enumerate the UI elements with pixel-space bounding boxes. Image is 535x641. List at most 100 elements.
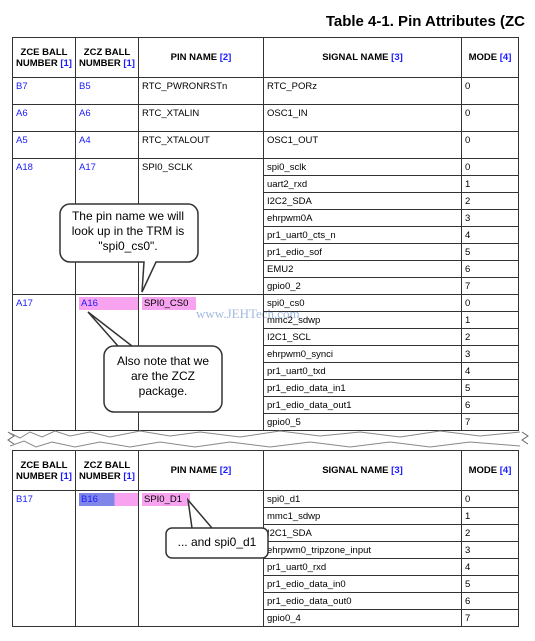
- header-ref: [1]: [60, 470, 72, 482]
- mode: 4: [461, 558, 519, 576]
- zce-ball: A18: [16, 162, 33, 173]
- header-ref: [1]: [123, 57, 135, 69]
- pin-name: SPI0_SCLK: [142, 162, 193, 173]
- header-label: PIN NAME [2]: [171, 465, 232, 476]
- zcz-ball: A17: [79, 162, 96, 173]
- cell: B17: [12, 490, 76, 627]
- mode: 0: [461, 104, 519, 132]
- zcz-ball: B5: [79, 81, 91, 92]
- signal-name: pr1_uart0_rxd: [263, 558, 462, 576]
- zce-ball: A17: [16, 298, 33, 309]
- mode: 2: [461, 328, 519, 346]
- pin-name: SPI0_CS0: [142, 297, 197, 310]
- cell: RTC_XTALOUT: [138, 131, 264, 159]
- header-ref: [2]: [219, 465, 232, 476]
- cell: A6: [75, 104, 139, 132]
- torn-edge: [9, 440, 521, 448]
- zcz-ball: B16: [79, 493, 138, 506]
- mode: 0: [461, 294, 519, 312]
- mode: 5: [461, 575, 519, 593]
- mode: 7: [461, 413, 519, 431]
- mode: 1: [461, 507, 519, 525]
- header-cell: ZCE BALL NUMBER [1]: [12, 450, 76, 491]
- signal-name: spi0_cs0: [263, 294, 462, 312]
- callout-line: ... and spi0_d1: [177, 535, 257, 549]
- header-cell: ZCZ BALL NUMBER [1]: [75, 37, 139, 78]
- header-cell: ZCE BALL NUMBER [1]: [12, 37, 76, 78]
- signal-name: uart2_rxd: [263, 175, 462, 193]
- signal-name: I2C1_SDA: [263, 524, 462, 542]
- mode: 3: [461, 541, 519, 559]
- callout: ... and spi0_d1: [168, 535, 266, 550]
- mode: 0: [461, 490, 519, 508]
- signal-name: spi0_d1: [263, 490, 462, 508]
- signal-name: I2C1_SCL: [263, 328, 462, 346]
- header-text: ZCE BALL NUMBER: [16, 459, 68, 482]
- header-text: SIGNAL NAME: [322, 465, 389, 476]
- header-label: SIGNAL NAME [3]: [322, 52, 403, 63]
- pin-name: SPI0_D1: [142, 493, 191, 506]
- header-cell: PIN NAME [2]: [138, 450, 264, 491]
- mode: 0: [461, 131, 519, 159]
- header-text: ZCZ BALL NUMBER: [79, 459, 131, 482]
- header-cell: MODE [4]: [461, 450, 519, 491]
- signal-name: ehrpwm0_tripzone_input: [263, 541, 462, 559]
- mode: 7: [461, 609, 519, 627]
- signal-name: pr1_edio_data_in0: [263, 575, 462, 593]
- pin-name: RTC_XTALIN: [142, 108, 200, 119]
- header-cell: SIGNAL NAME [3]: [263, 37, 462, 78]
- callout-line: package.: [138, 384, 188, 398]
- mode: 0: [461, 77, 519, 105]
- signal-name: pr1_edio_data_out1: [263, 396, 462, 414]
- header-label: PIN NAME [2]: [171, 52, 232, 63]
- header-text: PIN NAME: [170, 52, 218, 63]
- table-title: Table 4-1. Pin Attributes (ZC: [325, 13, 525, 30]
- header-ref: [4]: [499, 52, 512, 63]
- header-text: PIN NAME: [170, 465, 218, 476]
- header-ref: [3]: [391, 465, 403, 476]
- mode: 3: [461, 345, 519, 363]
- callout-line: The pin name we will: [71, 209, 185, 223]
- header-label: ZCZ BALL NUMBER [1]: [79, 460, 135, 482]
- header-cell: PIN NAME [2]: [138, 37, 264, 78]
- mode: 5: [461, 243, 519, 261]
- mode: 1: [461, 311, 519, 329]
- callout-line: "spi0_cs0".: [98, 239, 158, 253]
- header-text: MODE: [468, 52, 498, 63]
- cell: B16: [75, 490, 139, 627]
- header-text: MODE: [468, 465, 498, 476]
- header-label: MODE [4]: [469, 465, 512, 476]
- header-ref: [1]: [60, 57, 72, 69]
- header-label: ZCZ BALL NUMBER [1]: [79, 47, 135, 69]
- header-ref: [3]: [391, 52, 403, 63]
- cell: RTC_XTALIN: [138, 104, 264, 132]
- cell: A17: [12, 294, 76, 431]
- cell: B7: [12, 77, 76, 105]
- zce-ball: A5: [16, 135, 28, 146]
- zce-ball: B7: [16, 81, 28, 92]
- signal-name: EMU2: [263, 260, 462, 278]
- zce-ball: B17: [16, 494, 33, 505]
- signal-name: pr1_edio_data_in1: [263, 379, 462, 397]
- signal-name: mmc1_sdwp: [263, 507, 462, 525]
- signal-name: OSC1_IN: [263, 104, 462, 132]
- cell: A4: [75, 131, 139, 159]
- signal-name: OSC1_OUT: [263, 131, 462, 159]
- torn-edge: [9, 430, 521, 439]
- signal-name: I2C2_SDA: [263, 192, 462, 210]
- callout: Also note that we are the ZCZ package.: [106, 354, 220, 399]
- signal-name: spi0_sclk: [263, 158, 462, 176]
- header-cell: ZCZ BALL NUMBER [1]: [75, 450, 139, 491]
- header-ref: [1]: [123, 470, 135, 482]
- zcz-ball: A16: [79, 297, 138, 310]
- cell: A6: [12, 104, 76, 132]
- mode: 3: [461, 209, 519, 227]
- mode: 6: [461, 396, 519, 414]
- mode: 7: [461, 277, 519, 295]
- signal-name: pr1_edio_sof: [263, 243, 462, 261]
- header-text: ZCE BALL NUMBER: [16, 46, 68, 69]
- header-ref: [4]: [499, 465, 512, 476]
- mode: 1: [461, 175, 519, 193]
- signal-name: mmc2_sdwp: [263, 311, 462, 329]
